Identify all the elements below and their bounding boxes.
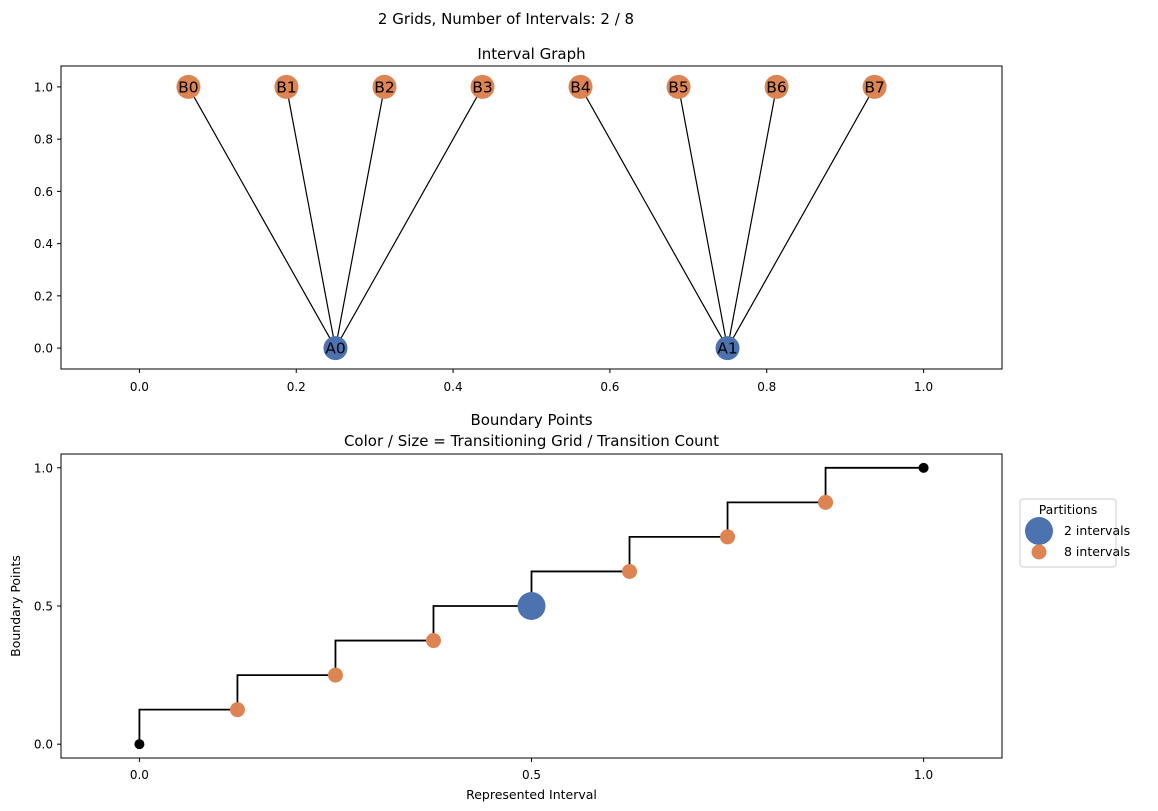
- graph-node-b4: [568, 74, 593, 99]
- y-tick-label: 0.2: [34, 289, 53, 303]
- boundary-points-chart: Boundary Points Color / Size = Transitio…: [8, 411, 1130, 802]
- interval-graph-nodes: A0 A1 B0 B1 B2 B3 B4 B5 B6 B7: [176, 74, 887, 361]
- x-axis-label: Represented Interval: [466, 787, 597, 802]
- graph-node-label-a1: A1: [717, 340, 737, 358]
- graph-node-label-b2: B2: [374, 78, 395, 96]
- boundary-point: [720, 529, 736, 545]
- interval-graph-y-ticks: 0.0 0.2 0.4 0.6 0.8 1.0: [34, 80, 61, 356]
- y-tick-label: 0.8: [34, 133, 53, 147]
- interval-graph-edges: [187, 86, 876, 349]
- interval-graph-axes-frame: [60, 65, 1003, 370]
- boundary-point: [229, 702, 245, 718]
- graph-edge-a0-b0: [187, 86, 336, 349]
- graph-edge-a0-b3: [334, 86, 484, 349]
- graph-edge-a1-b5: [677, 86, 729, 349]
- boundary-point: [818, 494, 834, 510]
- x-tick-label: 0.6: [600, 380, 619, 394]
- graph-node-a1: [715, 336, 740, 361]
- graph-edge-a1-b6: [726, 86, 778, 349]
- y-tick-label: 1.0: [34, 461, 53, 475]
- boundary-point: [622, 563, 638, 579]
- boundary-point: [327, 667, 343, 683]
- legend-label-2-intervals: 2 intervals: [1064, 523, 1130, 538]
- x-tick-label: 0.0: [130, 380, 149, 394]
- graph-node-b6: [764, 74, 789, 99]
- boundary-point: [425, 633, 441, 649]
- boundary-points-y-ticks: 0.0 0.5 1.0: [34, 461, 61, 752]
- x-tick-label: 0.0: [130, 768, 149, 782]
- y-tick-label: 0.4: [34, 237, 53, 251]
- graph-node-label-b5: B5: [668, 78, 689, 96]
- legend-marker-2-intervals: [1025, 517, 1053, 545]
- y-axis-label: Boundary Points: [8, 555, 23, 657]
- graph-node-b2: [372, 74, 397, 99]
- graph-node-b1: [274, 74, 299, 99]
- graph-node-a0: [323, 336, 348, 361]
- interval-graph-title: Interval Graph: [477, 45, 585, 63]
- boundary-point: [918, 462, 929, 473]
- interval-graph-x-ticks: 0.0 0.2 0.4 0.6 0.8 1.0: [130, 369, 933, 394]
- graph-node-label-b7: B7: [864, 78, 885, 96]
- y-tick-label: 1.0: [34, 80, 53, 94]
- y-tick-label: 0.5: [34, 600, 53, 614]
- graph-edge-a0-b1: [285, 86, 337, 349]
- graph-node-label-a0: A0: [325, 340, 345, 358]
- x-tick-label: 0.2: [287, 380, 306, 394]
- graph-node-b3: [470, 74, 495, 99]
- graph-edge-a0-b2: [334, 86, 386, 349]
- x-tick-label: 1.0: [914, 380, 933, 394]
- graph-edge-a1-b7: [727, 86, 876, 349]
- graph-node-label-b4: B4: [570, 78, 591, 96]
- legend-marker-8-intervals: [1031, 544, 1047, 560]
- boundary-points-x-ticks: 0.0 0.5 1.0: [130, 758, 933, 782]
- y-tick-label: 0.0: [34, 738, 53, 752]
- graph-node-label-b6: B6: [766, 78, 787, 96]
- x-tick-label: 0.5: [522, 768, 541, 782]
- boundary-points-markers: [134, 462, 929, 750]
- graph-node-label-b3: B3: [472, 78, 493, 96]
- y-tick-label: 0.0: [34, 342, 53, 356]
- boundary-point: [517, 592, 546, 620]
- boundary-points-subtitle: Color / Size = Transitioning Grid / Tran…: [344, 432, 719, 450]
- y-tick-label: 0.6: [34, 185, 53, 199]
- graph-node-b0: [176, 74, 201, 99]
- graph-node-b5: [666, 74, 691, 99]
- x-tick-label: 0.8: [757, 380, 776, 394]
- graph-node-b7: [862, 74, 887, 99]
- x-tick-label: 1.0: [914, 768, 933, 782]
- graph-edge-a1-b4: [579, 86, 729, 349]
- partitions-legend: Partitions 2 intervals 8 intervals: [1019, 498, 1130, 568]
- legend-label-8-intervals: 8 intervals: [1064, 544, 1130, 559]
- x-tick-label: 0.4: [444, 380, 463, 394]
- figure-suptitle: 2 Grids, Number of Intervals: 2 / 8: [378, 10, 634, 28]
- legend-title: Partitions: [1039, 502, 1098, 517]
- boundary-points-title: Boundary Points: [470, 411, 592, 429]
- graph-node-label-b1: B1: [276, 78, 297, 96]
- boundary-point: [134, 739, 145, 750]
- graph-node-label-b0: B0: [178, 78, 199, 96]
